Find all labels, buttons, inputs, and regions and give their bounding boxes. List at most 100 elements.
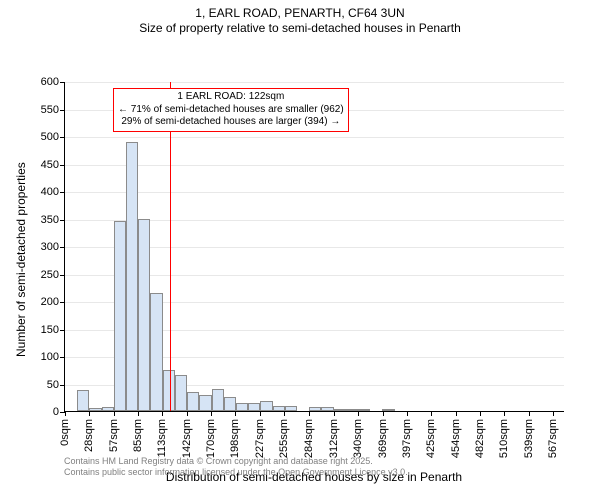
xtick-mark (529, 411, 530, 416)
histogram-bar (199, 395, 211, 412)
histogram-bar (358, 409, 370, 411)
ytick-mark (60, 192, 65, 193)
ytick-label: 100 (41, 351, 59, 363)
xtick-mark (431, 411, 432, 416)
chart-title-block: 1, EARL ROAD, PENARTH, CF64 3UN Size of … (0, 0, 600, 36)
ytick-mark (60, 330, 65, 331)
xtick-mark (138, 411, 139, 416)
xtick-label: 539sqm (523, 419, 535, 458)
histogram-bar (236, 403, 248, 411)
ytick-label: 0 (53, 406, 59, 418)
histogram-bar (138, 219, 150, 412)
xtick-mark (65, 411, 66, 416)
histogram-bar (382, 409, 394, 411)
xtick-mark (334, 411, 335, 416)
histogram-bar (175, 375, 187, 411)
gridline-y (65, 137, 564, 138)
gridline-y (65, 82, 564, 83)
ytick-mark (60, 220, 65, 221)
ytick-label: 400 (41, 186, 59, 198)
annotation-line2: ← 71% of semi-detached houses are smalle… (118, 104, 344, 117)
ytick-label: 350 (41, 214, 59, 226)
xtick-label: 85sqm (132, 419, 144, 452)
xtick-mark (383, 411, 384, 416)
xtick-mark (114, 411, 115, 416)
xtick-label: 28sqm (83, 419, 95, 452)
xtick-mark (553, 411, 554, 416)
xtick-mark (407, 411, 408, 416)
xtick-label: 170sqm (205, 419, 217, 458)
xtick-label: 142sqm (181, 419, 193, 458)
xtick-label: 369sqm (377, 419, 389, 458)
ytick-mark (60, 385, 65, 386)
xtick-label: 255sqm (278, 419, 290, 458)
chart-title-line2: Size of property relative to semi-detach… (0, 21, 600, 36)
ytick-mark (60, 247, 65, 248)
annotation-box: 1 EARL ROAD: 122sqm← 71% of semi-detache… (113, 88, 349, 132)
ytick-mark (60, 302, 65, 303)
y-axis-title: Number of semi-detached properties (14, 162, 28, 357)
histogram-bar (309, 407, 321, 411)
xtick-mark (284, 411, 285, 416)
histogram-bar (126, 142, 138, 412)
histogram-bar (273, 406, 285, 412)
xtick-mark (235, 411, 236, 416)
histogram-bar (77, 390, 89, 411)
histogram-bar (334, 409, 346, 411)
ytick-label: 150 (41, 324, 59, 336)
xtick-mark (187, 411, 188, 416)
ytick-label: 500 (41, 131, 59, 143)
xtick-mark (211, 411, 212, 416)
xtick-mark (162, 411, 163, 416)
ytick-label: 450 (41, 159, 59, 171)
histogram-bar (224, 397, 236, 411)
footer-attribution: Contains HM Land Registry data © Crown c… (64, 456, 408, 479)
histogram-bar (150, 293, 162, 411)
footer-line2: Contains public sector information licen… (64, 467, 408, 478)
chart-title-line1: 1, EARL ROAD, PENARTH, CF64 3UN (0, 6, 600, 21)
ytick-label: 550 (41, 104, 59, 116)
histogram-bar (102, 407, 114, 411)
histogram-bar (187, 392, 199, 411)
histogram-bar (114, 221, 126, 411)
ytick-label: 300 (41, 241, 59, 253)
gridline-y (65, 165, 564, 166)
xtick-label: 0sqm (59, 419, 71, 446)
xtick-label: 567sqm (547, 419, 559, 458)
xtick-label: 227sqm (254, 419, 266, 458)
xtick-label: 198sqm (229, 419, 241, 458)
xtick-mark (504, 411, 505, 416)
histogram-bar (89, 408, 101, 411)
ytick-mark (60, 165, 65, 166)
histogram-bar (163, 370, 175, 411)
ytick-mark (60, 357, 65, 358)
xtick-mark (480, 411, 481, 416)
xtick-label: 482sqm (474, 419, 486, 458)
annotation-line3: 29% of semi-detached houses are larger (… (118, 116, 344, 129)
xtick-label: 57sqm (108, 419, 120, 452)
xtick-mark (89, 411, 90, 416)
histogram-bar (285, 406, 297, 412)
xtick-label: 510sqm (498, 419, 510, 458)
ytick-mark (60, 110, 65, 111)
gridline-y (65, 192, 564, 193)
histogram-bar (212, 389, 224, 411)
plot-area: 0501001502002503003504004505005506000sqm… (64, 82, 564, 412)
footer-line1: Contains HM Land Registry data © Crown c… (64, 456, 408, 467)
xtick-mark (309, 411, 310, 416)
xtick-label: 340sqm (352, 419, 364, 458)
xtick-label: 113sqm (156, 419, 168, 457)
xtick-label: 312sqm (328, 419, 340, 458)
ytick-label: 600 (41, 76, 59, 88)
ytick-mark (60, 137, 65, 138)
ytick-label: 200 (41, 296, 59, 308)
histogram-bar (260, 401, 272, 411)
histogram-bar (346, 409, 358, 411)
xtick-mark (260, 411, 261, 416)
histogram-bar (248, 403, 260, 411)
xtick-label: 397sqm (401, 419, 413, 458)
annotation-line1: 1 EARL ROAD: 122sqm (118, 91, 344, 104)
xtick-label: 454sqm (450, 419, 462, 458)
xtick-label: 425sqm (425, 419, 437, 458)
ytick-label: 50 (47, 379, 59, 391)
